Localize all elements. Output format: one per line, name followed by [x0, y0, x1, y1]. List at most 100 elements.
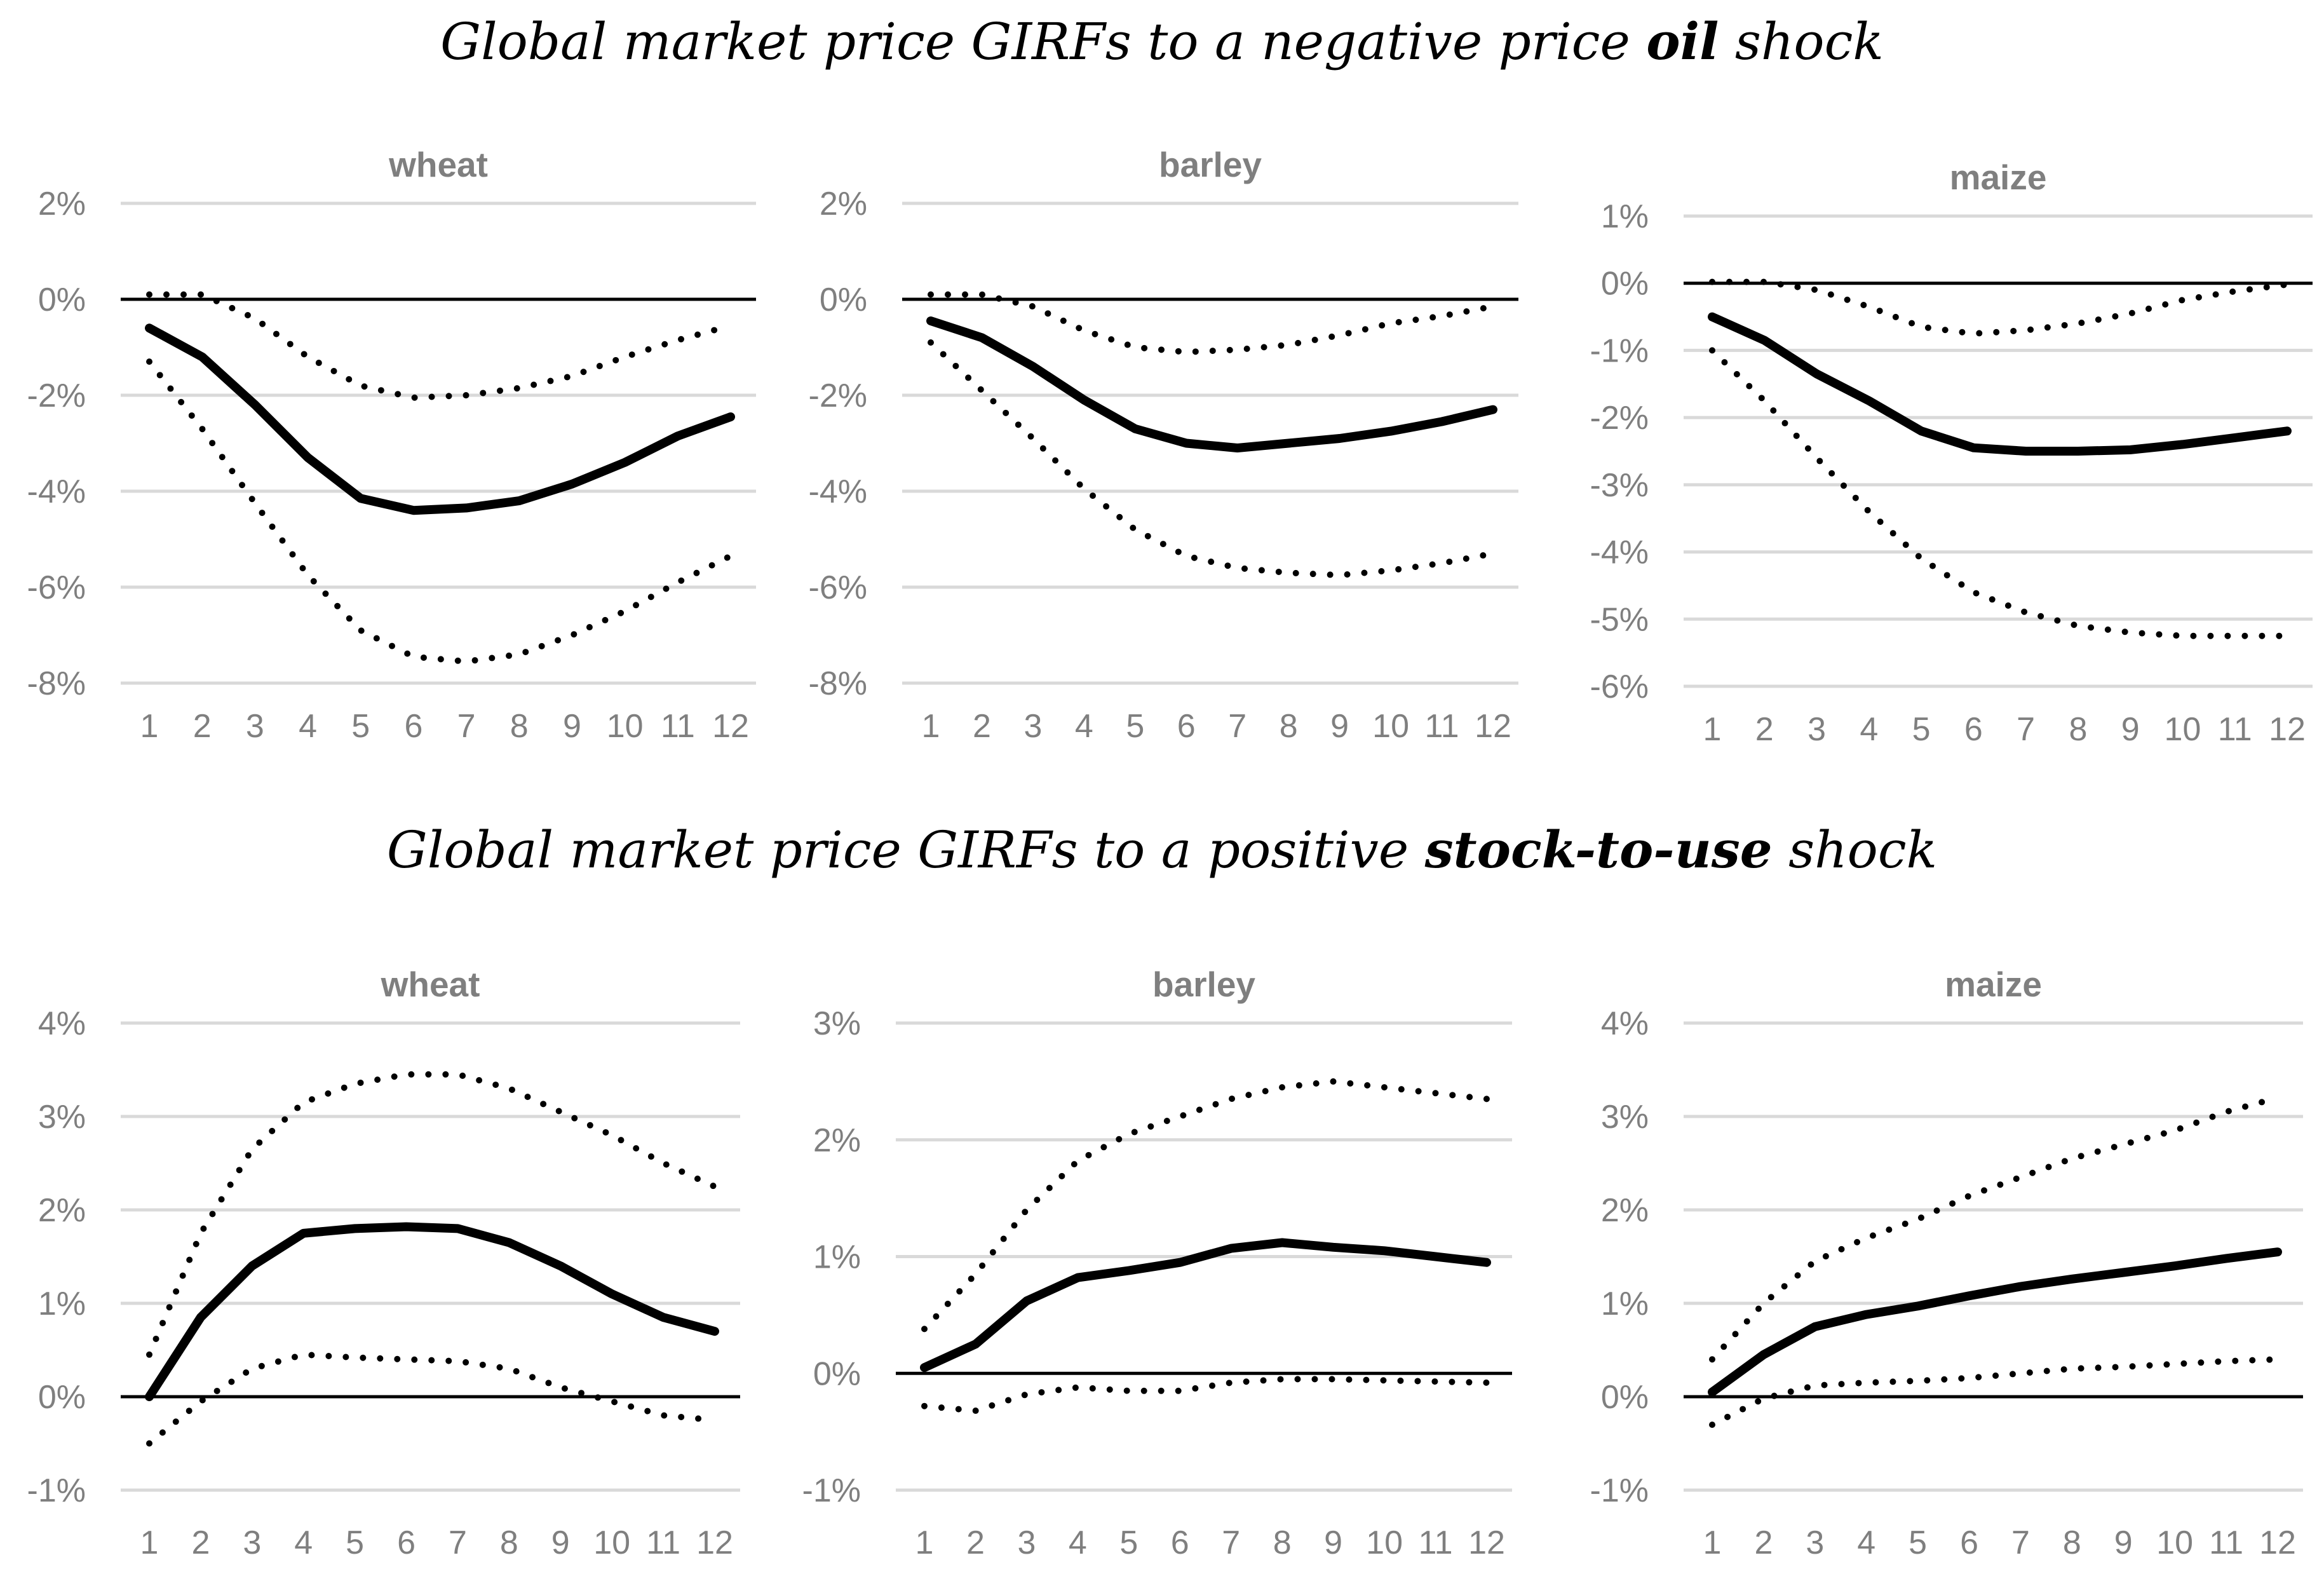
- x-tick-label: 5: [1909, 1524, 1927, 1561]
- section-title-stock-to-use: Global market price GIRFs to a positive …: [386, 820, 1938, 879]
- x-tick-label: 3: [1017, 1524, 1036, 1561]
- x-tick-label: 6: [1960, 1524, 1978, 1561]
- x-tick-label: 8: [1280, 708, 1298, 745]
- lower-band-line: [146, 1351, 718, 1447]
- y-tick-label: 2%: [38, 1192, 86, 1229]
- y-tick-label: -6%: [27, 569, 86, 606]
- x-tick-label: 1: [140, 1524, 159, 1561]
- estimate-line: [1708, 312, 2292, 456]
- x-tick-label: 11: [2209, 1524, 2243, 1561]
- lower-band-line: [146, 358, 734, 665]
- y-tick-label: 3%: [1601, 1099, 1649, 1136]
- x-tick-label: 1: [1703, 1524, 1722, 1561]
- x-tick-label: 8: [1273, 1524, 1292, 1561]
- x-tick-label: 1: [1703, 711, 1722, 748]
- x-tick-label: 4: [1857, 1524, 1875, 1561]
- x-tick-label: 12: [2269, 711, 2306, 748]
- upper-band-line: [1709, 1094, 2281, 1363]
- panel-title: barley: [1152, 965, 1255, 1004]
- x-tick-label: 7: [457, 708, 476, 745]
- x-tick-label: 2: [973, 708, 991, 745]
- estimate-line: [145, 1222, 719, 1401]
- upper-band-line: [146, 291, 734, 401]
- x-tick-label: 7: [1228, 708, 1246, 745]
- x-tick-label: 4: [1075, 708, 1093, 745]
- x-tick-label: 11: [1425, 708, 1459, 745]
- x-tick-label: 9: [551, 1524, 570, 1561]
- y-tick-label: -6%: [1590, 668, 1649, 705]
- x-tick-label: 9: [2114, 1524, 2133, 1561]
- estimate-line: [1708, 1247, 2282, 1397]
- x-tick-label: 2: [966, 1524, 985, 1561]
- x-tick-label: 5: [1912, 711, 1931, 748]
- x-tick-label: 10: [2156, 1524, 2193, 1561]
- y-tick-label: -6%: [809, 569, 867, 606]
- y-tick-label: -8%: [27, 665, 86, 702]
- x-tick-label: 8: [510, 708, 529, 745]
- x-tick-label: 6: [1171, 1524, 1189, 1561]
- x-tick-label: 11: [661, 708, 695, 745]
- y-tick-label: -2%: [27, 377, 86, 414]
- x-tick-label: 6: [1964, 711, 1983, 748]
- section-title-emphasis: stock-to-use: [1424, 820, 1773, 879]
- x-tick-label: 2: [191, 1524, 210, 1561]
- lower-band-line: [928, 339, 1496, 579]
- y-tick-label: 0%: [813, 1355, 861, 1392]
- x-tick-label: 12: [712, 708, 749, 745]
- x-tick-label: 9: [563, 708, 581, 745]
- x-tick-label: 3: [1807, 711, 1826, 748]
- y-tick-label: -3%: [1590, 467, 1649, 504]
- x-tick-label: 1: [915, 1524, 934, 1561]
- y-tick-label: 1%: [813, 1239, 861, 1276]
- x-tick-label: 11: [2218, 711, 2252, 748]
- x-tick-label: 12: [1475, 708, 1511, 745]
- x-tick-label: 10: [607, 708, 644, 745]
- panel-title: barley: [1159, 145, 1262, 184]
- x-tick-label: 2: [1755, 711, 1774, 748]
- x-tick-label: 6: [397, 1524, 415, 1561]
- y-tick-label: 0%: [1601, 1379, 1649, 1416]
- estimate-line: [145, 323, 735, 515]
- x-tick-label: 7: [2017, 711, 2035, 748]
- x-tick-label: 11: [1419, 1524, 1453, 1561]
- y-tick-label: 3%: [38, 1099, 86, 1136]
- x-tick-label: 1: [140, 708, 159, 745]
- x-tick-label: 4: [1860, 711, 1878, 748]
- x-tick-label: 7: [2011, 1524, 2030, 1561]
- x-tick-label: 6: [1177, 708, 1196, 745]
- lower-band-line: [1709, 347, 2290, 639]
- y-tick-label: 0%: [38, 1379, 86, 1416]
- x-tick-label: 1: [922, 708, 940, 745]
- lower-band-line: [1709, 1356, 2281, 1428]
- x-tick-label: 4: [299, 708, 317, 745]
- y-tick-label: 0%: [38, 282, 86, 318]
- y-tick-label: 4%: [38, 1005, 86, 1042]
- y-tick-label: -1%: [1590, 332, 1649, 369]
- y-tick-label: 3%: [813, 1005, 861, 1042]
- x-tick-label: 3: [243, 1524, 261, 1561]
- y-tick-label: -8%: [809, 665, 867, 702]
- estimate-line: [926, 316, 1497, 452]
- y-tick-label: -2%: [1590, 400, 1649, 437]
- x-tick-label: 9: [1324, 1524, 1342, 1561]
- x-tick-label: 7: [449, 1524, 467, 1561]
- x-tick-label: 7: [1222, 1524, 1240, 1561]
- y-tick-label: -4%: [1590, 534, 1649, 571]
- x-tick-label: 10: [1366, 1524, 1403, 1561]
- y-tick-label: -1%: [802, 1472, 861, 1509]
- x-tick-label: 4: [1069, 1524, 1087, 1561]
- x-tick-label: 10: [2165, 711, 2201, 748]
- x-tick-label: 5: [1126, 708, 1144, 745]
- y-tick-label: -1%: [27, 1472, 86, 1509]
- y-tick-label: 1%: [1601, 198, 1649, 235]
- x-tick-label: 8: [2069, 711, 2087, 748]
- x-tick-label: 11: [646, 1524, 680, 1561]
- y-tick-label: 1%: [1601, 1286, 1649, 1322]
- y-tick-label: -4%: [809, 473, 867, 510]
- x-tick-label: 6: [404, 708, 422, 745]
- panel-title: maize: [1950, 158, 2047, 197]
- x-tick-label: 5: [346, 1524, 364, 1561]
